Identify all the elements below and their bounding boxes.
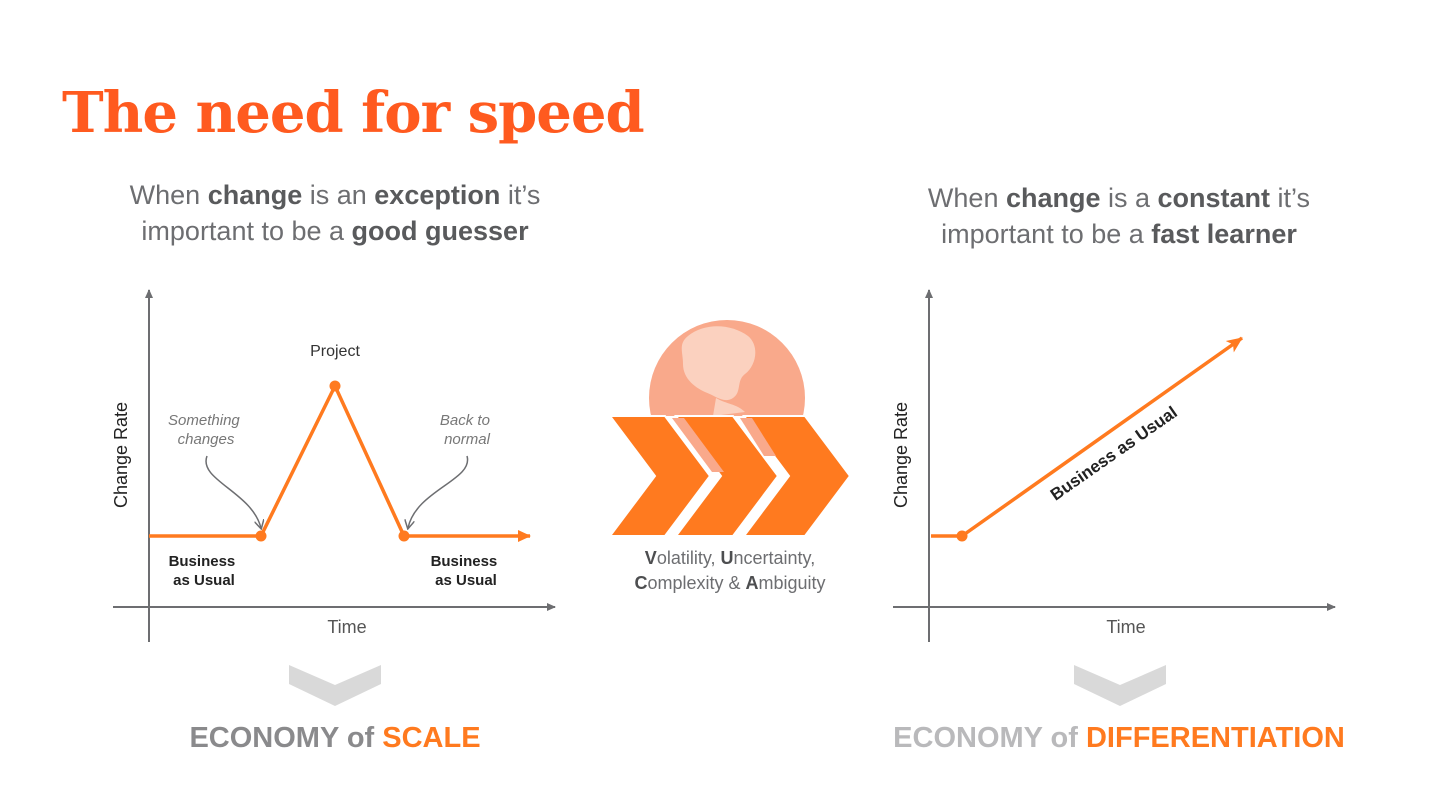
bau-line: as Usual xyxy=(435,572,497,589)
right-subtitle: When change is a constant it’s important… xyxy=(839,180,1399,252)
right-subtitle-text: it’s xyxy=(1270,183,1311,213)
bau-line-label: Business as Usual xyxy=(1047,403,1181,505)
footer-scale: SCALE xyxy=(382,722,481,754)
left-x-axis-label: Time xyxy=(327,617,366,637)
bau-left-label: Business as Usual xyxy=(169,553,240,589)
left-diagram: Change Rate Time Project Something chang… xyxy=(111,289,556,706)
footer-of: of xyxy=(338,722,383,754)
back-to-normal-pointer xyxy=(408,455,469,528)
something-changes-pointer xyxy=(205,455,261,528)
annotation-line: changes xyxy=(178,431,235,448)
back-to-normal-point xyxy=(398,530,410,542)
right-x-axis-label: Time xyxy=(1106,617,1145,637)
right-y-axis-label: Change Rate xyxy=(891,402,911,508)
vuca-caption: Volatility, Uncertainty, Complexity & Am… xyxy=(600,546,860,596)
right-subtitle-bold-change: change xyxy=(1005,183,1101,213)
change-start-point xyxy=(255,530,267,542)
footer-economy-of-differentiation: ECONOMY of DIFFERENTIATION xyxy=(859,722,1379,755)
vuca-initial: C xyxy=(634,573,648,593)
left-subtitle-bold-exception: exception xyxy=(374,180,501,210)
growth-start-point xyxy=(956,530,968,542)
left-subtitle-text: important to be a xyxy=(141,216,352,246)
right-subtitle-text: important to be a xyxy=(941,219,1152,249)
left-subtitle: When change is an exception it’s importa… xyxy=(55,177,615,249)
project-peak-point xyxy=(329,380,341,392)
right-subtitle-text: is a xyxy=(1100,183,1158,213)
bau-line: Business xyxy=(169,553,236,570)
bau-line: Business xyxy=(431,553,498,570)
footer-differentiation: DIFFERENTIATION xyxy=(1085,722,1345,754)
footer-of: of xyxy=(1042,722,1086,754)
growth-line xyxy=(931,336,1244,538)
footer-economy-of-scale: ECONOMY of SCALE xyxy=(75,722,595,755)
left-subtitle-bold-change: change xyxy=(207,180,303,210)
chevron-shadow-stripe xyxy=(672,418,724,472)
footer-economy: ECONOMY xyxy=(189,722,339,754)
right-subtitle-bold-fast-learner: fast learner xyxy=(1151,219,1297,249)
left-chevron-down-icon xyxy=(289,665,381,706)
bau-right-label: Business as Usual xyxy=(431,553,502,589)
vuca-text: omplexity & xyxy=(647,573,746,593)
slide-title: The need for speed xyxy=(62,80,645,146)
annotation-line: Back to xyxy=(440,412,490,429)
right-chevron-down-icon xyxy=(1074,665,1166,706)
left-subtitle-text: When xyxy=(129,180,208,210)
vuca-text: olatility, xyxy=(656,548,721,568)
annotation-line: Something xyxy=(168,412,240,429)
footer-economy: ECONOMY xyxy=(893,722,1043,754)
left-subtitle-text: it’s xyxy=(500,180,541,210)
left-subtitle-bold-good-guesser: good guesser xyxy=(351,216,529,246)
vuca-initial: A xyxy=(745,573,759,593)
vuca-initial: V xyxy=(644,548,657,568)
something-changes-label: Something changes xyxy=(168,412,244,448)
annotation-line: normal xyxy=(444,431,491,448)
chevron-shadow-stripe xyxy=(740,418,776,456)
vuca-text: ncertainty, xyxy=(733,548,816,568)
right-subtitle-bold-constant: constant xyxy=(1157,183,1271,213)
bau-line: as Usual xyxy=(173,572,235,589)
right-diagram: Change Rate Time Business as Usual xyxy=(891,289,1336,706)
left-y-axis-label: Change Rate xyxy=(111,402,131,508)
left-subtitle-text: is an xyxy=(302,180,375,210)
vuca-initial: U xyxy=(720,548,734,568)
vuca-graphic xyxy=(608,320,852,537)
vuca-text: mbiguity xyxy=(758,573,826,593)
project-label: Project xyxy=(310,343,360,360)
back-to-normal-label: Back to normal xyxy=(440,412,494,448)
right-subtitle-text: When xyxy=(927,183,1006,213)
